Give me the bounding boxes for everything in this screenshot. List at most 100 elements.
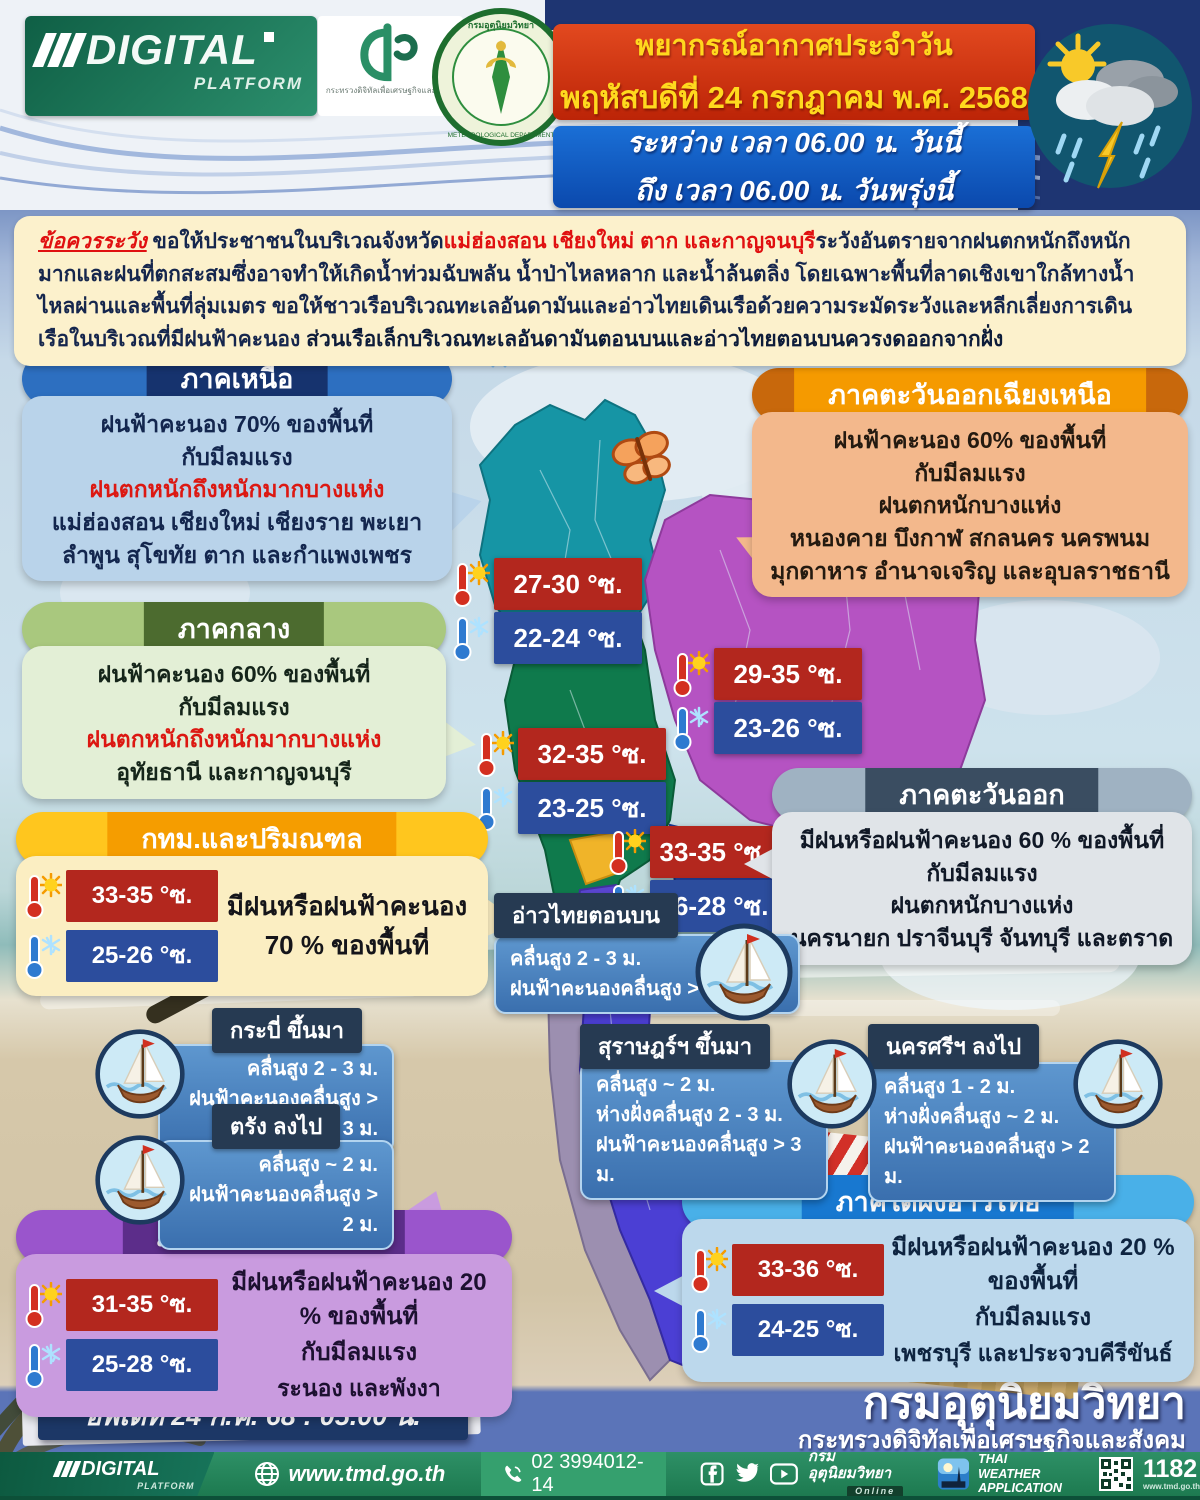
social-account[interactable]: กรมอุตุนิยมวิทยา Online [807,1448,904,1499]
region-south-gulf-callout: ภาคใต้ฝั่งอ่าวไทย 33-36 °ซ. 24-25 °ซ. มี… [654,1175,1194,1382]
footer-bottom-strip [0,1496,1200,1500]
sea-nakhon-title: นครศรีฯ ลงไป [868,1024,1040,1069]
province-list: ระนอง และพังงา [277,1375,441,1402]
forecast-line: ฝนฟ้าคะนอง 60% ของพื้นที่ [833,427,1107,453]
wave-line: ฝนฟ้าคะนองคลื่นสูง > 2 ม. [884,1136,1090,1188]
province-list: หนองคาย บึงกาฬ สกลนคร นครพนม [789,524,1151,551]
footer-website[interactable]: www.tmd.go.th [254,1461,445,1487]
hotline-number: 1182 [1142,1455,1198,1483]
region-bangkok-callout: กทม.และปริมณฑล 33-35 °ซ. 25-26 °ซ. มีฝนห… [16,812,523,996]
hot-thermometer-icon [476,731,514,777]
butterfly-decoration [611,430,671,485]
seal-top-text: กรมอุตุนิยมวิทยา [468,20,534,31]
sea-surat-title: สุราษฎร์ฯ ขึ้นมา [580,1024,771,1069]
province-list: นครนายก ปราจีนบุรี จันทบุรี และตราด [790,924,1174,951]
warning-highlight-boats: ส่วนเรือเล็กบริเวณทะเลอันดามันตอนบนและอ่… [306,327,1004,351]
region-east-callout: ภาคตะวันออก มีฝนหรือฝนฟ้าคะนอง 60 % ของพ… [744,768,1192,965]
region-north-callout: ภาคเหนือ ฝนฟ้าคะนอง 70% ของพื้นที่ กับมี… [22,352,488,582]
forecast-line: มีฝนหรือฝนฟ้าคะนอง 60 % ของพื้นที่ [799,827,1165,853]
wave-line: ฝนฟ้าคะนองคลื่นสูง > 3 ม. [510,978,740,1000]
wave-line: คลื่นสูง 2 - 3 ม. [510,948,642,970]
footer-app[interactable]: THAI WEATHER APPLICATION [937,1452,1065,1495]
temp-low: 25-26 °ซ. [66,930,218,982]
warning-label: ข้อควรระวัง [38,230,147,253]
wave-line: คลื่นสูง 1 - 2 ม. [884,1076,1016,1098]
temp-low: 24-25 °ซ. [732,1304,884,1357]
facebook-icon[interactable] [700,1460,724,1488]
sea-surat-info: คลื่นสูง ~ 2 ม. ห่างฝั่งคลื่นสูง 2 - 3 ม… [580,1060,828,1200]
hot-thermometer-icon [452,561,490,607]
logo-word: DIGITAL [86,26,258,73]
temp-high: 27-30 °ซ. [494,558,642,610]
footer-bar: DIGITAL PLATFORM www.tmd.go.th 02 399401… [0,1448,1200,1499]
footer-phone[interactable]: 02 3994012-14 [481,1451,666,1496]
forecast-line: ฝนตกหนักบางแห่ง [890,892,1074,919]
twitter-icon[interactable] [734,1461,760,1487]
forecast-line: กับมีลมแรง [300,1339,418,1367]
wave-line: ฝนฟ้าคะนองคลื่นสูง > 2 ม. [189,1184,378,1236]
hot-thermometer-icon [24,873,62,919]
globe-icon [255,1462,280,1486]
hot-thermometer-icon [608,829,646,875]
title-line2: พฤหัสบดีที่ 24 กรกฎาคม พ.ศ. 2568 [560,80,1028,115]
title-banner: พยากรณ์อากาศประจำวัน พฤหัสบดีที่ 24 กรกฎ… [553,24,1035,120]
logo-square-icon [263,32,274,42]
logo-subword: PLATFORM [137,1480,195,1491]
province-list: มุกดาหาร อำนาจเจริญ และอุบลราชธานี [770,557,1170,584]
map-temp-central: 32-35 °ซ. 23-25 °ซ. [476,728,666,834]
forecast-line: ฝนฟ้าคะนอง 70% ของพื้นที่ [100,411,374,437]
logo-word: DIGITAL [81,1457,160,1480]
thai-weather-app-icon [938,1458,970,1490]
province-list: เพชรบุรี และประจวบคีรีขันธ์ [893,1340,1173,1367]
temp-high: 29-35 °ซ. [714,648,862,700]
ship-icon [94,1028,186,1125]
wave-line: ห่างฝั่งคลื่นสูง 2 - 3 ม. [596,1104,783,1126]
temp-high: 33-35 °ซ. [66,870,218,922]
forecast-line: กับมีลมแรง [178,693,290,720]
footer-digital-logo: DIGITAL PLATFORM [0,1452,215,1496]
phone-number: 02 3994012-14 [531,1451,644,1496]
forecast-line: กับมีลมแรง [914,459,1026,486]
hot-thermometer-icon [24,1282,62,1328]
period-banner: ระหว่าง เวลา 06.00 น. วันนี้ ถึง เวลา 06… [553,126,1035,208]
de-ministry-logo-icon [359,23,418,82]
title-line1: พยากรณ์อากาศประจำวัน [635,30,953,62]
region-northeast-callout: ภาคตะวันออกเฉียงเหนือ ฝนฟ้าคะนอง 60% ของ… [726,368,1188,598]
hot-thermometer-icon [690,1247,728,1293]
phone-icon [505,1465,522,1482]
forecast-line: ฝนตกหนักบางแห่ง [878,492,1062,519]
period-line2: ถึง เวลา 06.00 น. วันพรุ่งนี้ [634,175,954,206]
cold-thermometer-icon [452,615,490,661]
region-central-callout: ภาคกลาง ฝนฟ้าคะนอง 60% ของพื้นที่ กับมีล… [22,602,479,799]
wave-line: คลื่นสูง 2 - 3 ม. [246,1058,378,1080]
sea-trang-info: คลื่นสูง ~ 2 ม. ฝนฟ้าคะนองคลื่นสูง > 2 ม… [158,1140,394,1250]
cold-thermometer-icon [24,1342,62,1388]
hot-thermometer-icon [672,651,710,697]
storm-weather-icon [1028,24,1192,189]
forecast-line: กับมีลมแรง [926,859,1038,886]
website-text: www.tmd.go.th [288,1461,446,1486]
province-list: อุทัยธานี และกาญจนบุรี [116,758,352,785]
ministry-caption: กระทรวงดิจิทัลเพื่อเศรษฐกิจและสังคม [325,86,456,95]
forecast-line: มีฝนหรือฝนฟ้าคะนอง 20 % ของพื้นที่ [231,1269,487,1331]
forecast-line: มีฝนหรือฝนฟ้าคะนอง 20 % ของพื้นที่ [891,1234,1175,1296]
ministry-name: กระทรวงดิจิทัลเพื่อเศรษฐกิจและสังคม [797,1427,1186,1454]
province-list: แม่ฮ่องสอน เชียงใหม่ เชียงราย พะเยา [51,508,423,535]
wave-line: คลื่นสูง ~ 2 ม. [596,1074,716,1096]
seal-bottom-text: METEOROLOGICAL DEPARTMENT [448,132,555,139]
social-account-name: กรมอุตุนิยมวิทยา [807,1448,892,1482]
cold-thermometer-icon [24,933,62,979]
logo-bars-icon [32,33,87,67]
app-name-line1: THAI WEATHER [978,1452,1041,1481]
ship-icon [94,1134,186,1231]
province-list: ลำพูน สุโขทัย ตาก และกำแพงเพชร [62,541,412,568]
qr-code-icon [1098,1457,1133,1491]
wave-line: คลื่นสูง ~ 2 ม. [258,1154,379,1176]
warning-highlight-provinces: แม่ฮ่องสอน เชียงใหม่ ตาก และกาญจนบุรี [443,230,816,253]
youtube-icon[interactable] [770,1462,798,1486]
footer-hotline[interactable]: 1182 www.tmd.go.th [1098,1455,1200,1491]
forecast-line: กับมีลมแรง [974,1304,1092,1332]
forecast-line: มีฝนหรือฝนฟ้าคะนอง [226,891,468,922]
met-department-seal: กรมอุตุนิยมวิทยา METEOROLOGICAL DEPARTME… [432,8,570,146]
